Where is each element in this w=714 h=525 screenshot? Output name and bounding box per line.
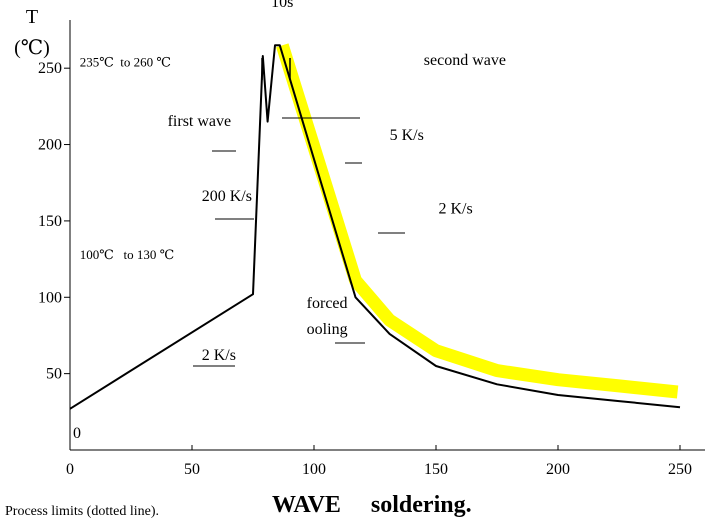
annotation-label: forced [307,295,348,312]
annotation-label: 2 K/s [202,347,236,364]
annotation-label: ooling [307,321,348,338]
cooling-band-layer [276,43,679,399]
x-tick-label: 50 [184,461,200,478]
annotation-label: 10s [271,0,293,11]
cooling-band-series [276,43,679,399]
y-tick-label: 250 [38,60,62,77]
axes-layer [69,20,705,451]
y-tick-label: 100 [38,289,62,306]
y-tick-label: 50 [46,366,62,383]
profile-line-layer [69,44,681,410]
tick-layer: 0 50 100 150 200 250 0 50 100 150 200 250 [38,60,692,478]
annotation-layer: 10s 235℃ to 260 ℃ second wave first wave 5 K… [80,0,506,367]
annotation-label: 2 K/s [438,200,472,217]
y-axis-label: T [26,6,38,28]
x-tick-label: 200 [546,461,570,478]
x-tick-label: 250 [668,461,692,478]
annotation-label: first wave [168,113,232,130]
footer-note: Process limits (dotted line). [5,504,159,519]
annotation-label: 200 K/s [202,188,252,205]
footer-title: WAVE soldering. [272,492,472,518]
annotation-label: second wave [424,52,506,69]
x-tick-label: 100 [302,461,326,478]
annotation-label: 235℃ to 260 ℃ [80,55,171,70]
annotation-label: 5 K/s [390,127,424,144]
x-tick-label: 0 [66,461,74,478]
y-tick-label: 150 [38,213,62,230]
y-axis-unit: (℃) [14,37,50,59]
x-tick-label: 150 [424,461,448,478]
y-tick-label: 0 [73,425,81,442]
annotation-label: 100℃ to 130 ℃ [80,247,174,262]
temperature-profile-line [69,44,681,410]
y-tick-label: 200 [38,137,62,154]
